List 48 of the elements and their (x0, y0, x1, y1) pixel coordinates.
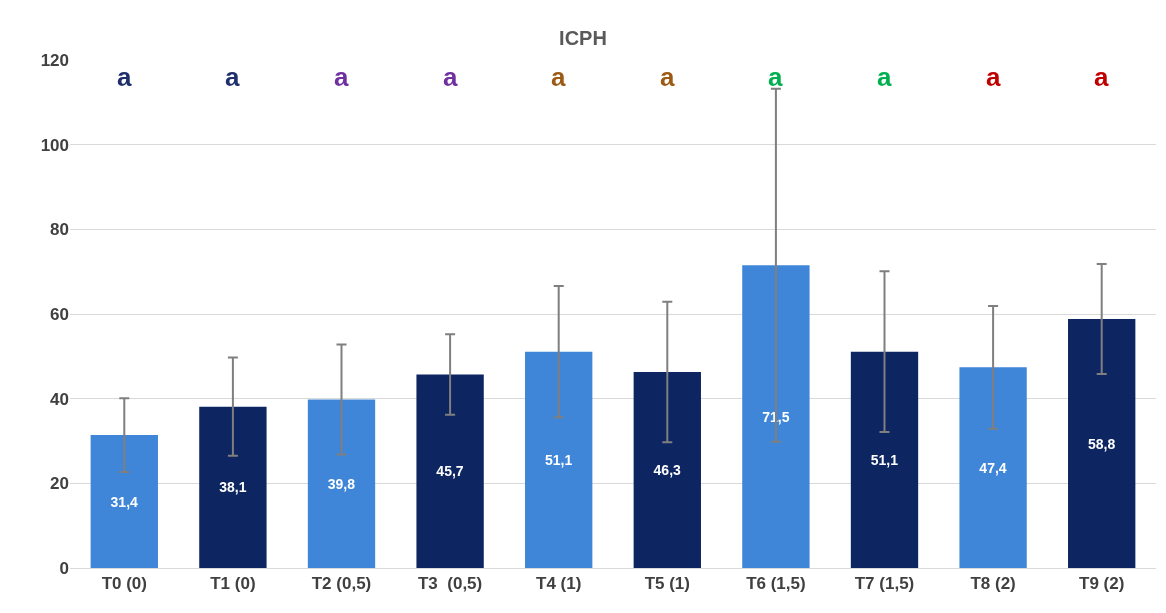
annotation: a (768, 62, 783, 92)
y-tick-label: 60 (50, 304, 69, 324)
x-tick-label: T5 (1) (644, 574, 690, 594)
data-label: 51,1 (544, 451, 573, 468)
bar (742, 265, 810, 568)
y-tick-label: 100 (40, 135, 69, 155)
bar (90, 435, 158, 568)
data-label: 47,4 (979, 459, 1007, 476)
annotation: a (986, 62, 1001, 92)
annotation: a (443, 62, 458, 92)
annotation: a (877, 62, 892, 92)
annotation: a (117, 62, 132, 92)
bar (633, 372, 701, 568)
data-label: 45,7 (436, 463, 464, 480)
x-tick-label: T4 (1) (536, 574, 582, 594)
x-tick-label: T6 (1,5) (746, 574, 806, 594)
annotation: a (334, 62, 349, 92)
bar (525, 351, 593, 568)
bar (1068, 319, 1136, 568)
bar (850, 351, 919, 568)
y-tick-label: 20 (50, 474, 69, 494)
data-label: 46,3 (653, 462, 682, 478)
x-tick-label: T0 (0) (101, 574, 147, 594)
x-tick-label: T9 (2) (1079, 574, 1125, 594)
y-tick-label: 80 (50, 220, 69, 240)
y-tick-label: 120 (40, 50, 69, 70)
data-label: 58,8 (1087, 435, 1116, 452)
x-tick-label: T7 (1,5) (854, 574, 915, 594)
y-tick-label: 0 (59, 558, 69, 578)
data-label: 71,5 (762, 408, 790, 425)
annotation: a (225, 62, 240, 92)
y-tick-label: 40 (50, 389, 69, 409)
bar (307, 399, 376, 568)
data-label: 39,8 (327, 475, 356, 492)
annotation: a (1094, 62, 1109, 92)
data-label: 38,1 (219, 479, 247, 496)
chart-title: ICPH (559, 26, 607, 49)
annotation: a (660, 62, 675, 92)
bar (416, 374, 484, 568)
data-label: 51,1 (870, 451, 899, 468)
x-tick-label: T1 (0) (210, 574, 256, 594)
bar (959, 367, 1027, 568)
x-tick-label: T2 (0,5) (311, 574, 372, 594)
annotation: a (551, 62, 566, 92)
x-tick-label: T8 (2) (970, 574, 1016, 594)
x-tick-label: T3 (0,5) (417, 574, 483, 594)
bar (199, 406, 267, 568)
data-label: 31,4 (110, 493, 139, 510)
